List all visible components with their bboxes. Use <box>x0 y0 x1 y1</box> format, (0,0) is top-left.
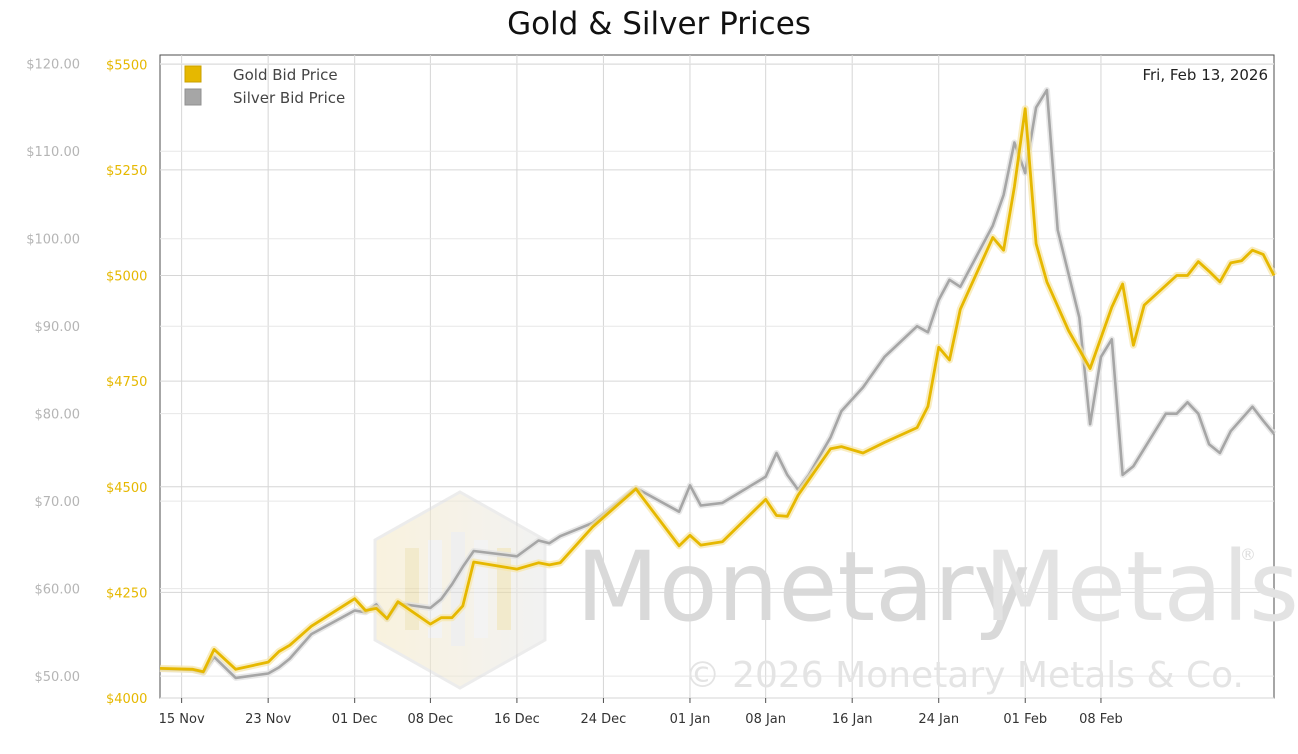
watermark-brand-left: Monetary <box>576 531 1030 643</box>
y-tick-label-silver-1: $60.00 <box>35 583 81 598</box>
watermark-copyright: © 2026 Monetary Metals & Co. <box>685 655 1244 696</box>
plot-area <box>159 54 1275 699</box>
legend-swatch-gold <box>184 65 202 83</box>
series-gold-line <box>159 107 1276 674</box>
x-tick-label-5: 24 Dec <box>581 712 627 727</box>
x-tick-label-11: 08 Feb <box>1079 712 1123 727</box>
y-axis-gold: $4000 $4250 $4500 $4750 $5000 $5250 $5500 <box>106 58 147 707</box>
y-tick-label-silver-2: $70.00 <box>35 495 81 510</box>
x-tick-label-6: 01 Jan <box>670 712 711 727</box>
y-tick-label-silver-5: $100.00 <box>26 233 80 248</box>
y-tick-label-gold-5: $5250 <box>106 164 147 179</box>
legend-label-silver: Silver Bid Price <box>233 89 345 107</box>
y-tick-label-silver-6: $110.00 <box>26 145 80 160</box>
y-tick-label-silver-7: $120.00 <box>26 58 80 73</box>
x-tick-label-8: 16 Jan <box>832 712 873 727</box>
y-axis-silver: $50.00 $60.00 $70.00 $80.00 $90.00 $100.00 $11… <box>26 58 80 685</box>
watermark-registered: ® <box>1240 545 1256 564</box>
watermark-logo-icon <box>373 490 547 690</box>
x-tick-label-1: 23 Nov <box>245 712 291 727</box>
x-axis: 15 Nov 23 Nov 01 Dec 08 Dec 16 Dec 24 Dec 01 J… <box>159 698 1123 727</box>
watermark-brand-right: Metals <box>984 531 1298 643</box>
series-lines <box>159 87 1278 681</box>
watermark: Monetary Metals ® © 2026 Monetary Metals… <box>373 490 1298 696</box>
x-tick-label-2: 01 Dec <box>332 712 378 727</box>
y-tick-label-gold-2: $4500 <box>106 481 147 496</box>
date-label: Fri, Feb 13, 2026 <box>1142 66 1268 84</box>
legend: Gold Bid Price Silver Bid Price <box>184 65 345 107</box>
chart-title: Gold & Silver Prices <box>507 6 811 42</box>
x-tick-label-0: 15 Nov <box>159 712 205 727</box>
x-tick-label-10: 01 Feb <box>1003 712 1047 727</box>
y-tick-label-gold-4: $5000 <box>106 270 147 285</box>
legend-swatch-silver <box>184 88 202 106</box>
y-tick-label-silver-0: $50.00 <box>35 670 81 685</box>
y-tick-label-gold-6: $5500 <box>106 58 147 73</box>
y-tick-label-silver-4: $90.00 <box>35 320 81 335</box>
x-tick-label-3: 08 Dec <box>407 712 453 727</box>
y-tick-label-gold-3: $4750 <box>106 375 147 390</box>
x-tick-label-7: 08 Jan <box>745 712 786 727</box>
y-tick-label-silver-3: $80.00 <box>35 408 81 423</box>
y-tick-label-gold-1: $4250 <box>106 586 147 601</box>
x-tick-label-4: 16 Dec <box>494 712 540 727</box>
y-tick-label-gold-0: $4000 <box>106 692 147 707</box>
legend-label-gold: Gold Bid Price <box>233 66 338 84</box>
x-tick-label-9: 24 Jan <box>918 712 959 727</box>
